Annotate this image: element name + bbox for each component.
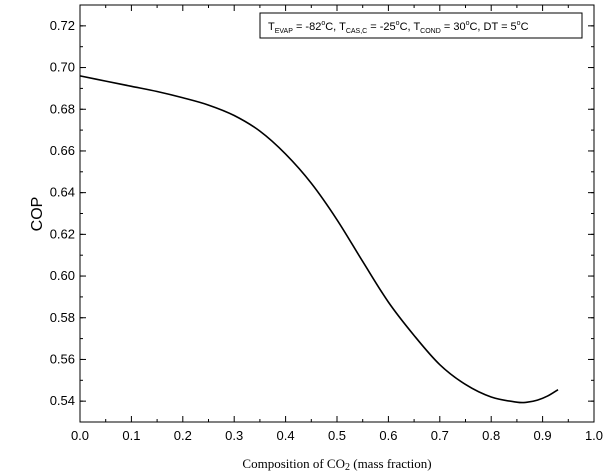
- x-tick-label: 0.3: [225, 428, 243, 443]
- x-tick-label: 0.0: [71, 428, 89, 443]
- y-tick-label: 0.56: [50, 351, 75, 366]
- x-tick-label: 0.5: [328, 428, 346, 443]
- series-line: [79, 75, 559, 404]
- y-tick-label: 0.68: [50, 101, 75, 116]
- y-tick-label: 0.62: [50, 226, 75, 241]
- x-tick-label: 0.2: [174, 428, 192, 443]
- x-axis-title: Composition of CO2 (mass fraction): [242, 456, 431, 473]
- x-tick-label: 0.6: [379, 428, 397, 443]
- x-tick-labels: 0.0 0.1 0.2 0.3 0.4 0.5 0.6 0.7 0.8 0.9 1.0: [71, 428, 603, 443]
- annotation-text: TEVAP = -82oC, TCAS,C = -25oC, TCOND = 3…: [268, 20, 529, 35]
- y-tick-label: 0.54: [50, 393, 75, 408]
- x-tick-label: 0.4: [277, 428, 295, 443]
- x-tick-label: 0.1: [122, 428, 140, 443]
- y-tick-labels: 0.54 0.56 0.58 0.60 0.62 0.64 0.66 0.68 0.70 0.72: [50, 18, 75, 408]
- plot-frame: [79, 4, 595, 423]
- x-tick-label: 0.8: [482, 428, 500, 443]
- y-tick-label: 0.66: [50, 143, 75, 158]
- y-tick-label: 0.58: [50, 310, 75, 325]
- y-tick-label: 0.64: [50, 185, 75, 200]
- x-tick-label: 0.9: [534, 428, 552, 443]
- axis-ticks: [79, 4, 595, 423]
- y-tick-label: 0.70: [50, 60, 75, 75]
- y-axis-title: COP: [29, 197, 46, 232]
- annotation-box: [259, 12, 583, 39]
- x-tick-label: 1.0: [585, 428, 603, 443]
- y-tick-label: 0.60: [50, 268, 75, 283]
- x-tick-label: 0.7: [431, 428, 449, 443]
- y-tick-label: 0.72: [50, 18, 75, 33]
